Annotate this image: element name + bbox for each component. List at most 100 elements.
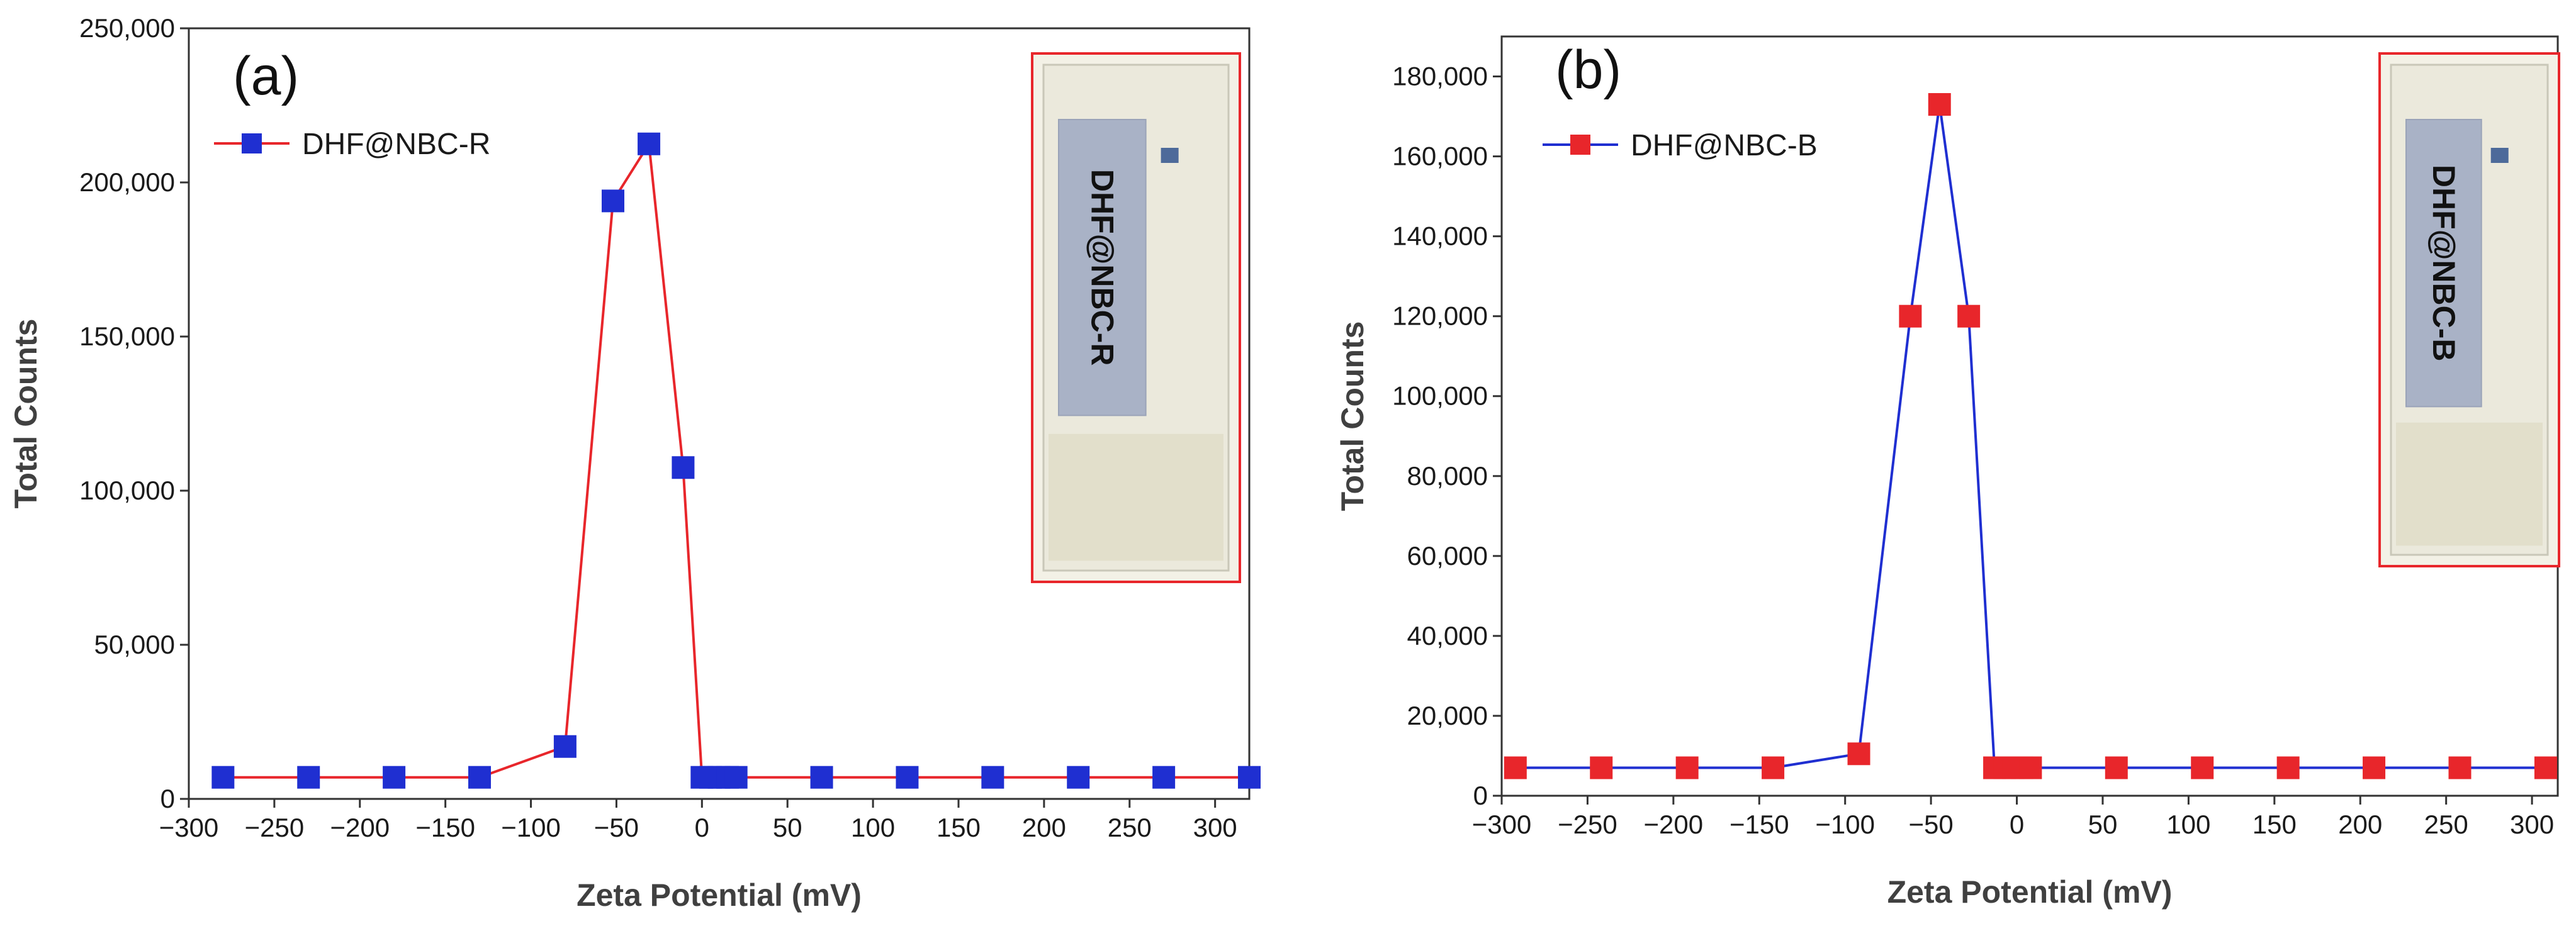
y-axis-title: Total Counts bbox=[8, 319, 43, 509]
data-point bbox=[1762, 756, 1785, 779]
cuvette-cap-mark bbox=[2490, 148, 2509, 163]
data-point bbox=[468, 766, 492, 789]
x-tick-label: 0 bbox=[2010, 810, 2024, 839]
data-point bbox=[1067, 766, 1090, 789]
chart-b-svg: 0 20,000 40,000 60,000 80,000 100,000 120,000 1… bbox=[1335, 35, 2560, 910]
data-point bbox=[2019, 756, 2042, 779]
x-tick-label: 300 bbox=[1193, 813, 1237, 842]
data-point bbox=[724, 766, 748, 789]
data-point bbox=[1504, 756, 1527, 779]
data-point bbox=[638, 132, 661, 155]
cuvette-liquid bbox=[1049, 433, 1223, 561]
x-tick-label: −50 bbox=[594, 813, 639, 842]
x-tick-label: −250 bbox=[245, 813, 305, 842]
y-tick-label: 100,000 bbox=[1392, 381, 1488, 411]
y-tick-label: 160,000 bbox=[1392, 142, 1488, 171]
y-tick-label: 50,000 bbox=[94, 630, 175, 659]
y-tick-label: 0 bbox=[160, 784, 175, 813]
data-point bbox=[1899, 304, 1922, 328]
data-point bbox=[896, 766, 919, 789]
chart-panel-a: 0 50,000 100,000 150,000 200,000 250,000 −300−… bbox=[0, 0, 1271, 931]
x-tick-label: 300 bbox=[2510, 810, 2554, 839]
data-point bbox=[2191, 756, 2214, 779]
x-axis-title: Zeta Potential (mV) bbox=[577, 878, 862, 913]
panel-label: (a) bbox=[233, 46, 299, 106]
y-tick-label: 60,000 bbox=[1407, 541, 1488, 571]
y-tick-label: 100,000 bbox=[79, 476, 175, 505]
x-tick-label: −300 bbox=[159, 813, 219, 842]
y-tick-label: 140,000 bbox=[1392, 221, 1488, 251]
y-axis-title: Total Counts bbox=[1335, 321, 1370, 511]
y-tick-label: 180,000 bbox=[1392, 62, 1488, 91]
x-tick-label: 200 bbox=[2338, 810, 2382, 839]
data-point bbox=[2276, 756, 2300, 779]
x-tick-label: 100 bbox=[851, 813, 895, 842]
cuvette-liquid bbox=[2396, 422, 2543, 546]
cuvette-label-text: DHF@NBC-B bbox=[2426, 165, 2461, 362]
y-tick-label: 120,000 bbox=[1392, 301, 1488, 331]
data-point bbox=[1847, 742, 1870, 766]
cuvette-label-sticker bbox=[2405, 119, 2482, 408]
y-tick-label: 80,000 bbox=[1407, 461, 1488, 491]
cuvette-label-text: DHF@NBC-R bbox=[1084, 169, 1120, 366]
chart-panel-b: 0 20,000 40,000 60,000 80,000 100,000 120,000 1… bbox=[1288, 0, 2576, 931]
x-tick-label: −150 bbox=[1730, 810, 1789, 839]
panel-label: (b) bbox=[1555, 40, 1621, 100]
y-tick-label: 150,000 bbox=[79, 321, 175, 351]
x-tick-label: 150 bbox=[936, 813, 981, 842]
x-tick-label: 250 bbox=[2424, 810, 2468, 839]
x-tick-label: −150 bbox=[415, 813, 475, 842]
data-point bbox=[2363, 756, 2386, 779]
y-tick-label: 20,000 bbox=[1407, 701, 1488, 730]
chart-a-svg: 050,000100,000150,000200,000250,000−300−… bbox=[8, 13, 1261, 913]
cuvette-cap-mark bbox=[1161, 148, 1179, 163]
x-tick-label: −200 bbox=[330, 813, 390, 842]
x-tick-label: −100 bbox=[1815, 810, 1875, 839]
data-point bbox=[2448, 756, 2472, 779]
x-tick-label: −50 bbox=[1908, 810, 1953, 839]
data-point bbox=[1590, 756, 1613, 779]
data-point bbox=[1675, 756, 1699, 779]
data-point bbox=[297, 766, 320, 789]
x-tick-label: 250 bbox=[1108, 813, 1152, 842]
data-point bbox=[383, 766, 406, 789]
data-point bbox=[2534, 756, 2557, 779]
x-tick-label: 0 bbox=[695, 813, 709, 842]
data-point bbox=[553, 735, 577, 758]
cuvette-photo-inset: DHF@NBC-B bbox=[2378, 52, 2560, 567]
data-point bbox=[602, 189, 624, 213]
x-tick-label: −300 bbox=[1472, 810, 1532, 839]
y-tick-label: 0 bbox=[1473, 781, 1488, 810]
data-point bbox=[211, 766, 235, 789]
data-point bbox=[1238, 766, 1261, 789]
x-tick-label: 50 bbox=[773, 813, 802, 842]
legend-label: DHF@NBC-B bbox=[1631, 129, 1818, 162]
data-point bbox=[810, 766, 833, 789]
plot-frame bbox=[188, 27, 1251, 800]
cuvette-label-sticker bbox=[1058, 119, 1147, 416]
legend: DHF@NBC-B bbox=[1543, 129, 1818, 162]
x-tick-label: −250 bbox=[1558, 810, 1617, 839]
x-tick-label: −100 bbox=[501, 813, 561, 842]
x-tick-label: 100 bbox=[2166, 810, 2210, 839]
legend-marker bbox=[1570, 135, 1590, 155]
legend-marker bbox=[242, 133, 262, 153]
x-tick-label: 200 bbox=[1022, 813, 1066, 842]
legend-label: DHF@NBC-R bbox=[302, 128, 490, 161]
x-tick-label: 150 bbox=[2253, 810, 2297, 839]
legend: DHF@NBC-R bbox=[214, 128, 490, 161]
x-tick-label: −200 bbox=[1644, 810, 1704, 839]
y-tick-label: 40,000 bbox=[1407, 621, 1488, 650]
x-axis-title: Zeta Potential (mV) bbox=[1887, 874, 2173, 910]
data-point bbox=[672, 456, 695, 479]
y-tick-label: 200,000 bbox=[79, 167, 175, 197]
data-point bbox=[1928, 92, 1951, 116]
data-point bbox=[1152, 766, 1176, 789]
data-point bbox=[981, 766, 1004, 789]
data-point bbox=[2105, 756, 2128, 779]
x-tick-label: 50 bbox=[2088, 810, 2118, 839]
cuvette-photo-inset: DHF@NBC-R bbox=[1031, 52, 1241, 583]
y-tick-label: 250,000 bbox=[79, 13, 175, 43]
data-point bbox=[1957, 304, 1981, 328]
